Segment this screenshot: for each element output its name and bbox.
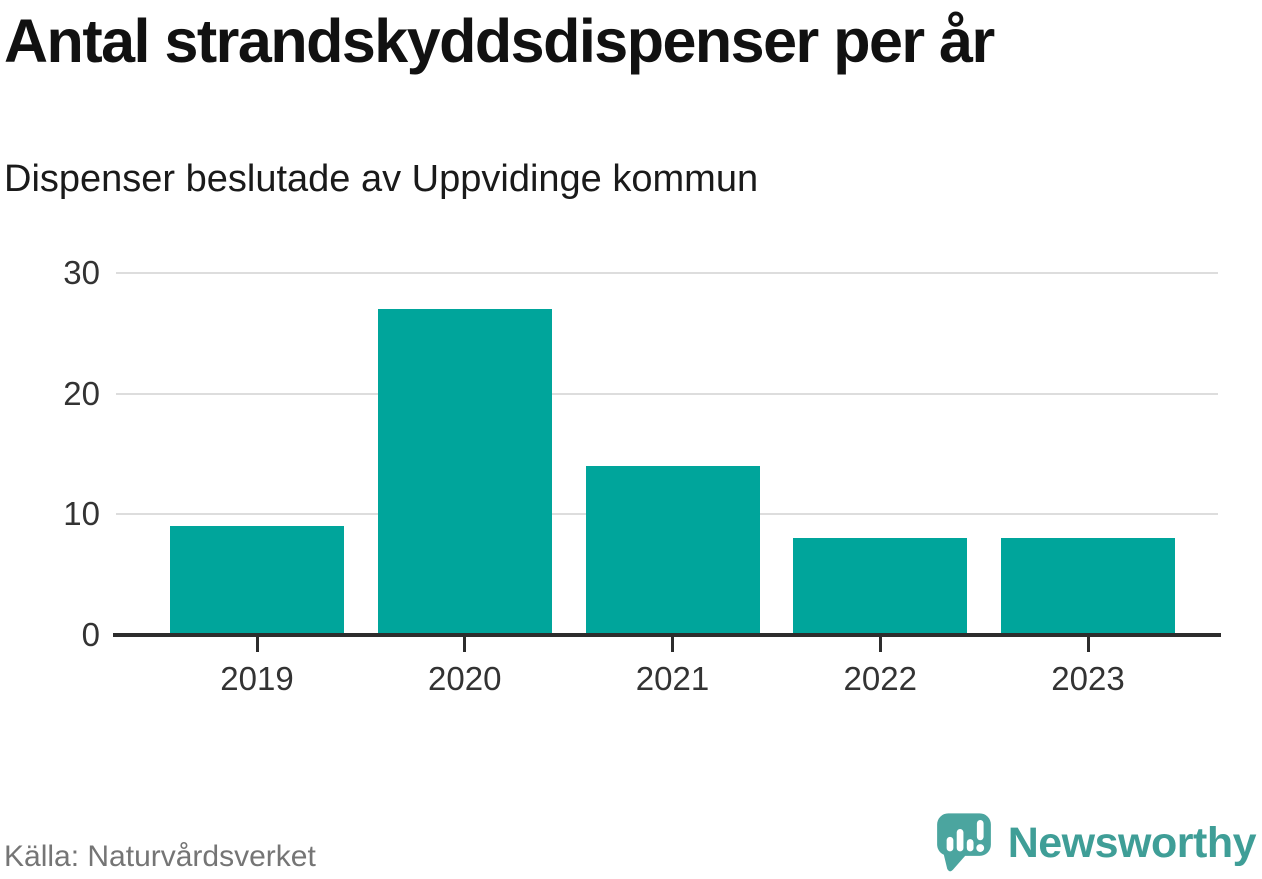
bar-2021 [585, 466, 760, 635]
newsworthy-wordmark: Newsworthy [1007, 819, 1257, 867]
x-axis-tick-2022 [878, 637, 882, 652]
x-axis-tick-2023 [1086, 637, 1090, 652]
source-note: Källa: Naturvårdsverket [4, 840, 316, 873]
gridline-y-20 [116, 392, 1218, 395]
x-axis-tick-label-2019: 2019 [220, 660, 294, 697]
gridline-y-30 [116, 272, 1218, 274]
x-axis-line [113, 633, 1221, 637]
y-axis-tick-label-20: 20 [63, 374, 100, 412]
bar-2022 [793, 538, 968, 635]
bar-chart-speech-bubble-icon [936, 813, 991, 872]
chart-subtitle: Dispenser beslutade av Uppvidinge kommun [4, 158, 759, 200]
x-axis-tick-2020 [463, 637, 467, 652]
x-axis-tick-2021 [671, 637, 674, 652]
bar-2019 [170, 526, 344, 635]
chart-title: Antal strandskyddsdispenser per år [4, 7, 995, 75]
y-axis-tick-label-0: 0 [81, 616, 100, 653]
bar-2020 [377, 309, 552, 635]
x-axis-tick-2019 [255, 637, 259, 652]
x-axis-tick-label-2023: 2023 [1051, 660, 1125, 697]
bar-2023 [1001, 538, 1175, 635]
x-axis-tick-label-2020: 2020 [428, 660, 502, 697]
newsworthy-logo: Newsworthy [936, 812, 1257, 874]
x-axis-tick-label-2021: 2021 [635, 660, 710, 697]
y-axis-tick-label-10: 10 [63, 495, 100, 533]
y-axis-tick-label-30: 30 [63, 254, 100, 291]
x-axis-tick-label-2022: 2022 [843, 660, 917, 697]
